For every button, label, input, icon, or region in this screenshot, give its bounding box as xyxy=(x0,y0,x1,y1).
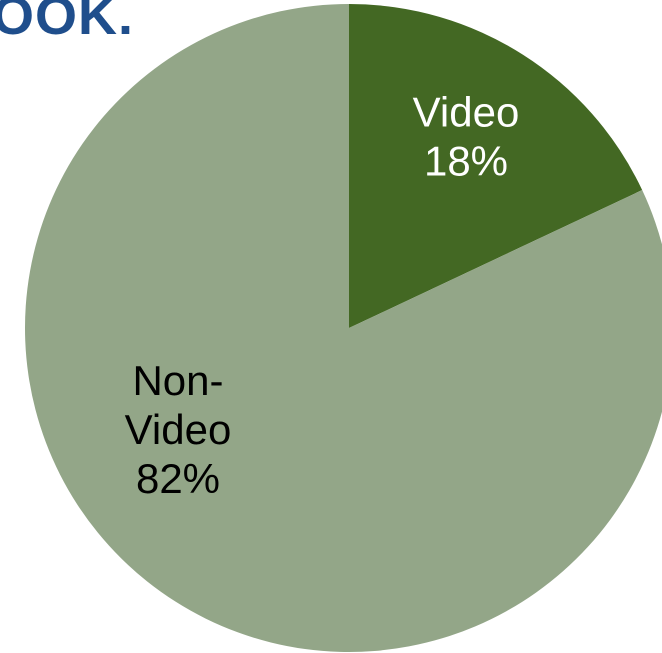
pie-slice-label-line: Non- xyxy=(132,357,223,404)
logo-text: OOK. xyxy=(0,0,134,46)
pie-slice-label-1: Non-Video 82% xyxy=(125,357,232,502)
pie-slice-label-line: Video xyxy=(413,89,520,136)
pie-slice-label-line: 18% xyxy=(424,138,508,185)
pie-slices xyxy=(25,4,662,652)
pie-slice-label-line: 82% xyxy=(136,455,220,502)
pie-slice-label-line: Video xyxy=(125,406,232,453)
